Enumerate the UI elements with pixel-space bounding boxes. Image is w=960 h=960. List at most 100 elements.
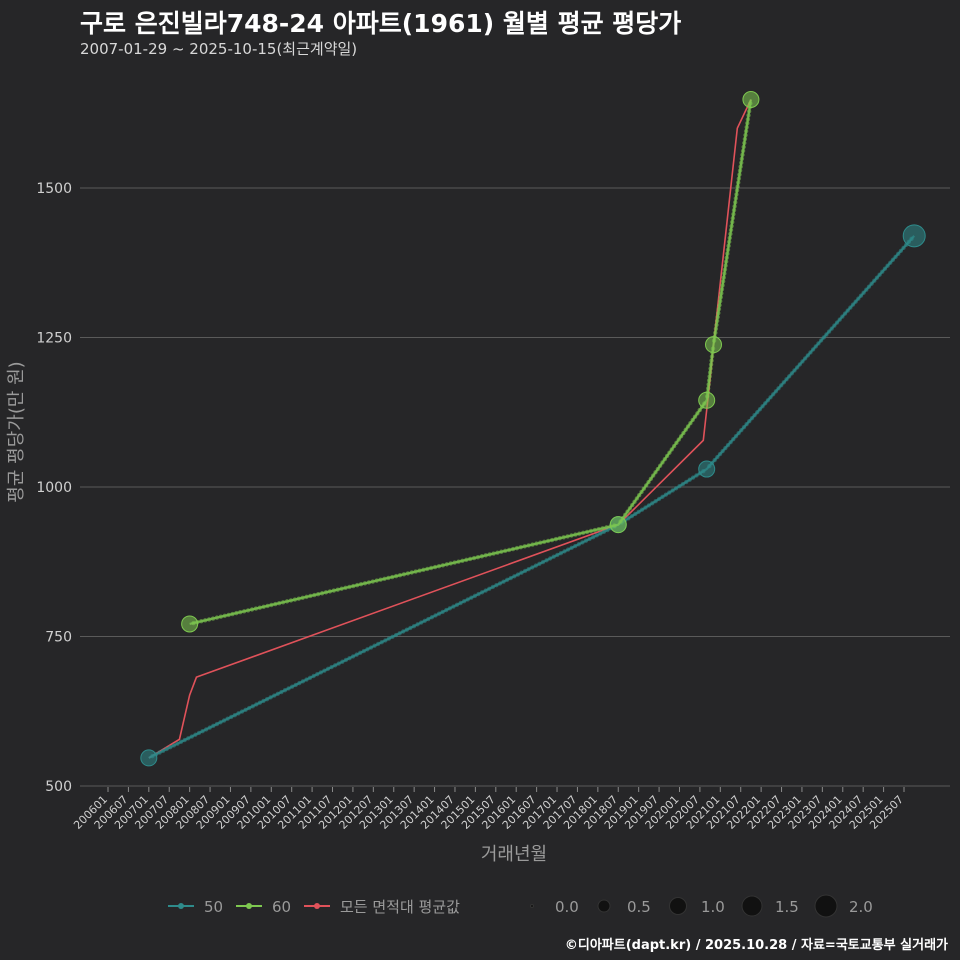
data-point-60	[609, 516, 627, 534]
trail-dot-50	[325, 666, 331, 672]
trail-dot-50	[189, 734, 195, 739]
trail-dot-60	[436, 563, 442, 569]
trail-dot-50	[853, 299, 858, 304]
trail-dot-50	[555, 552, 560, 558]
trail-dot-50	[211, 723, 216, 729]
trail-dot-60	[456, 559, 461, 564]
trail-dot-60	[354, 582, 360, 588]
size-legend-label: 0.0	[555, 898, 579, 916]
trail-dot-50	[858, 293, 864, 298]
trail-dot-50	[626, 516, 631, 521]
trail-dot-50	[218, 720, 223, 725]
trail-dot-50	[501, 579, 506, 584]
size-legend-circle	[669, 897, 687, 915]
trail-dot-50	[512, 574, 517, 579]
trail-dot-60	[471, 555, 477, 561]
trail-dot-60	[715, 314, 720, 320]
trail-dot-60	[667, 450, 672, 455]
trail-dot-60	[569, 533, 574, 538]
trail-dot-50	[268, 695, 273, 700]
trail-dot-50	[404, 627, 410, 632]
trail-dot-50	[660, 494, 665, 500]
size-legend-circle	[530, 904, 534, 908]
trail-dot-50	[408, 625, 413, 631]
trail-dot-60	[265, 603, 270, 609]
trail-dot-60	[734, 192, 739, 197]
trail-dot-60	[596, 526, 601, 532]
trail-dot-60	[723, 259, 729, 264]
data-point-60	[742, 90, 760, 108]
trail-dot-60	[312, 592, 317, 598]
trail-dot-60	[646, 479, 651, 485]
trail-dot-60	[650, 473, 656, 478]
trail-dot-60	[261, 604, 266, 609]
data-point-50	[698, 460, 716, 478]
trail-dot-50	[749, 416, 755, 421]
trail-dot-50	[747, 419, 752, 424]
trail-dot-50	[289, 684, 295, 689]
trail-dot-50	[386, 636, 392, 641]
trail-dot-50	[311, 673, 316, 679]
trail-dot-60	[719, 287, 725, 292]
legend-key-dot	[178, 903, 184, 909]
trail-dot-50	[639, 507, 645, 512]
trail-dot-60	[705, 386, 711, 391]
trail-dot-50	[802, 356, 808, 361]
trail-dot-60	[393, 573, 399, 579]
trail-dot-60	[491, 551, 496, 556]
trail-dot-50	[347, 655, 352, 661]
legend-label: 60	[272, 898, 291, 916]
trail-dot-50	[765, 398, 771, 403]
trail-dot-60	[634, 496, 640, 501]
trail-dot-50	[540, 559, 546, 565]
trail-dot-60	[714, 318, 720, 324]
trail-dot-60	[746, 113, 751, 118]
trail-dot-60	[460, 558, 465, 563]
trail-dot-50	[322, 668, 327, 673]
trail-dot-60	[713, 330, 718, 336]
trail-dot-50	[444, 607, 449, 613]
trail-dot-60	[425, 566, 430, 572]
trail-dot-60	[549, 537, 555, 543]
trail-dot-60	[522, 544, 527, 549]
trail-dot-50	[768, 395, 773, 400]
trail-dot-50	[720, 448, 725, 454]
trail-dot-60	[653, 470, 658, 475]
trail-dot-50	[401, 629, 406, 634]
trail-dot-60	[655, 466, 661, 472]
y-tick-label: 1000	[36, 480, 72, 496]
trail-dot-60	[740, 152, 745, 158]
trail-dot-50	[840, 314, 845, 319]
trail-dot-50	[397, 631, 402, 636]
trail-dot-50	[207, 725, 212, 730]
trail-dot-50	[816, 341, 821, 346]
trail-dot-50	[530, 565, 535, 570]
x-axis-label: 거래년월	[481, 844, 547, 865]
trail-dot-50	[789, 371, 795, 376]
trail-dot-60	[720, 279, 726, 284]
legend-key-dot	[246, 903, 252, 909]
trail-dot-60	[467, 556, 473, 562]
trail-dot-50	[200, 728, 205, 734]
trail-dot-60	[573, 532, 578, 537]
trail-dot-50	[821, 335, 826, 340]
trail-dot-60	[580, 530, 586, 535]
trail-dot-60	[728, 227, 734, 233]
trail-dot-60	[335, 587, 340, 592]
trail-dot-60	[386, 575, 391, 581]
trail-dot-50	[544, 558, 549, 563]
trail-dot-60	[448, 561, 453, 566]
trail-dot-50	[487, 586, 492, 591]
trail-dot-60	[730, 215, 736, 221]
legend-key-dot	[314, 903, 320, 909]
trail-dot-60	[288, 598, 294, 603]
trail-dot-60	[746, 109, 752, 114]
trail-dot-50	[731, 436, 736, 442]
trail-dot-60	[733, 200, 738, 205]
trail-dot-50	[670, 488, 675, 493]
trail-dot-50	[340, 659, 345, 664]
trail-dot-60	[300, 595, 305, 600]
trail-dot-60	[717, 298, 723, 304]
trail-dot-50	[786, 374, 792, 379]
trail-dot-60	[706, 382, 711, 387]
